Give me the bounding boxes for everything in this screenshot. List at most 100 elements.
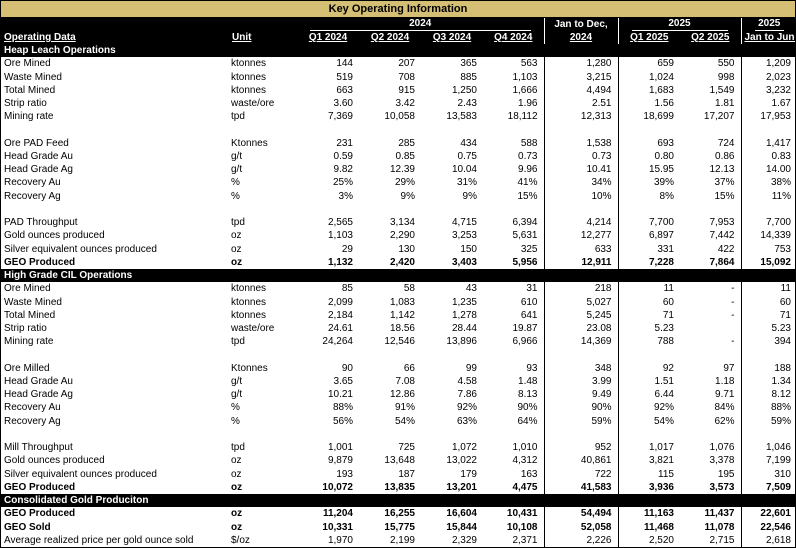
value-cell: 130 bbox=[398, 243, 415, 255]
row-unit: oz bbox=[231, 481, 243, 493]
value-cell: 10,331 bbox=[322, 521, 353, 533]
value-cell: 10% bbox=[543, 189, 618, 203]
row-label: Recovery Ag bbox=[4, 415, 61, 427]
value-cell bbox=[483, 348, 544, 361]
value-cell: 1,250 bbox=[451, 84, 477, 96]
section-title: High Grade CIL Operations bbox=[1, 268, 795, 283]
table-title: Key Operating Information bbox=[1, 1, 795, 18]
value-cell: 14.00 bbox=[740, 163, 795, 177]
row-unit: % bbox=[231, 415, 240, 427]
data-row: Silver equivalent ounces produced oz 193 18… bbox=[1, 467, 795, 481]
value-cell: 84% bbox=[714, 402, 735, 414]
row-label: Head Grade Ag bbox=[4, 389, 73, 401]
row-label: GEO Sold bbox=[4, 521, 51, 533]
data-row: Waste Mined ktonnes 2,099 1,083 1,235 610 5,02… bbox=[1, 295, 795, 309]
value-cell: - bbox=[731, 283, 735, 295]
row-unit: oz bbox=[231, 256, 243, 268]
data-row: GEO Sold oz 10,331 15,775 15,844 10,108 52,058… bbox=[1, 520, 795, 534]
row-unit bbox=[229, 348, 297, 361]
value-cell: 23.08 bbox=[543, 321, 618, 336]
data-row: GEO Produced oz 11,204 16,255 16,604 10,431 54… bbox=[1, 507, 795, 521]
row-label: GEO Produced bbox=[4, 508, 76, 520]
value-cell: 195 bbox=[717, 468, 735, 480]
value-cell: 7,369 bbox=[327, 111, 353, 123]
value-cell: 394 bbox=[740, 335, 795, 349]
value-cell: 7.86 bbox=[457, 389, 477, 401]
value-cell: 12.86 bbox=[389, 389, 415, 401]
value-cell: 2,371 bbox=[512, 534, 538, 546]
value-cell: 71 bbox=[617, 308, 680, 322]
value-cell: 3,936 bbox=[617, 480, 680, 494]
value-cell: 1.96 bbox=[518, 98, 538, 110]
header-jan-to-dec-line1: Jan to Dec, bbox=[543, 18, 618, 31]
value-cell: 97 bbox=[723, 362, 735, 374]
value-cell: 15,775 bbox=[384, 521, 415, 533]
header-q2-2025: Q2 2025 bbox=[680, 31, 741, 44]
value-cell: 12.13 bbox=[709, 164, 735, 176]
row-unit: g/t bbox=[231, 164, 243, 176]
value-cell bbox=[680, 348, 741, 361]
value-cell: 3,573 bbox=[709, 481, 735, 493]
data-row: Head Grade Ag g/t 10.21 12.86 7.86 8.13 9.49 6.… bbox=[1, 388, 795, 402]
data-row: Total Mined ktonnes 663 915 1,250 1,666 4,494 1… bbox=[1, 83, 795, 97]
row-label: Silver equivalent ounces produced bbox=[4, 468, 157, 480]
value-cell: 1,132 bbox=[327, 256, 353, 268]
value-cell: 2,520 bbox=[617, 533, 680, 547]
header-q4-2024: Q4 2024 bbox=[483, 31, 544, 44]
value-cell: 4,312 bbox=[512, 455, 538, 467]
value-cell: 15,844 bbox=[446, 521, 477, 533]
value-cell bbox=[421, 348, 483, 361]
value-cell: 5,027 bbox=[543, 295, 618, 309]
value-cell: 8% bbox=[617, 189, 680, 203]
row-label: Recovery Au bbox=[4, 402, 61, 414]
value-cell: 1,538 bbox=[543, 136, 618, 150]
value-cell: 231 bbox=[336, 137, 353, 149]
value-cell bbox=[483, 123, 544, 136]
value-cell: 1.51 bbox=[617, 374, 680, 389]
row-unit: Ktonnes bbox=[231, 362, 268, 374]
value-cell: 188 bbox=[740, 361, 795, 375]
value-cell: 3,215 bbox=[543, 70, 618, 84]
value-cell: 6.44 bbox=[617, 388, 680, 402]
value-cell: 663 bbox=[336, 84, 353, 96]
data-row: Mining rate tpd 7,369 10,058 13,583 18,112 12,… bbox=[1, 110, 795, 124]
value-cell: 1.81 bbox=[715, 98, 735, 110]
value-cell: 3,403 bbox=[451, 256, 477, 268]
value-cell: 10,072 bbox=[322, 481, 353, 493]
value-cell: 38% bbox=[740, 176, 795, 190]
value-cell: 37% bbox=[714, 177, 735, 189]
value-cell: 60 bbox=[740, 295, 795, 309]
value-cell: 1,666 bbox=[512, 84, 538, 96]
section-header-row: Consolidated Gold Produciton bbox=[1, 493, 795, 508]
row-label: Silver equivalent ounces produced bbox=[4, 243, 157, 255]
value-cell: 10,058 bbox=[384, 111, 415, 123]
value-cell: 3.42 bbox=[395, 98, 415, 110]
value-cell: 1,024 bbox=[617, 70, 680, 84]
row-unit: ktonnes bbox=[231, 84, 267, 96]
value-cell: 40,861 bbox=[543, 454, 618, 468]
row-label: Gold ounces produced bbox=[4, 230, 105, 242]
value-cell: 1,209 bbox=[740, 57, 795, 71]
value-cell: 1.48 bbox=[518, 375, 538, 387]
value-cell: 59% bbox=[543, 414, 618, 428]
data-row: Mill Throughput tpd 1,001 725 1,072 1,010 952 1… bbox=[1, 441, 795, 455]
value-cell: 2,226 bbox=[543, 533, 618, 547]
row-unit: g/t bbox=[231, 389, 243, 401]
value-cell: 7,509 bbox=[740, 480, 795, 494]
value-cell: 6,897 bbox=[617, 229, 680, 243]
data-row: Waste Mined ktonnes 519 708 885 1,103 3,215 1,0… bbox=[1, 70, 795, 84]
value-cell: 550 bbox=[717, 58, 735, 70]
value-cell: 1,017 bbox=[617, 441, 680, 455]
header-jan-to-dec-line2: 2024 bbox=[543, 31, 618, 44]
value-cell bbox=[680, 203, 741, 216]
row-label: Recovery Au bbox=[4, 177, 61, 189]
value-cell: 724 bbox=[717, 137, 735, 149]
row-label: Ore PAD Feed bbox=[4, 137, 69, 149]
row-label: GEO Produced bbox=[4, 256, 76, 268]
value-cell: 753 bbox=[740, 242, 795, 256]
value-cell: 31 bbox=[526, 283, 538, 295]
spacer-row bbox=[1, 427, 795, 442]
value-cell: 60 bbox=[617, 295, 680, 309]
value-cell: 58 bbox=[403, 283, 415, 295]
